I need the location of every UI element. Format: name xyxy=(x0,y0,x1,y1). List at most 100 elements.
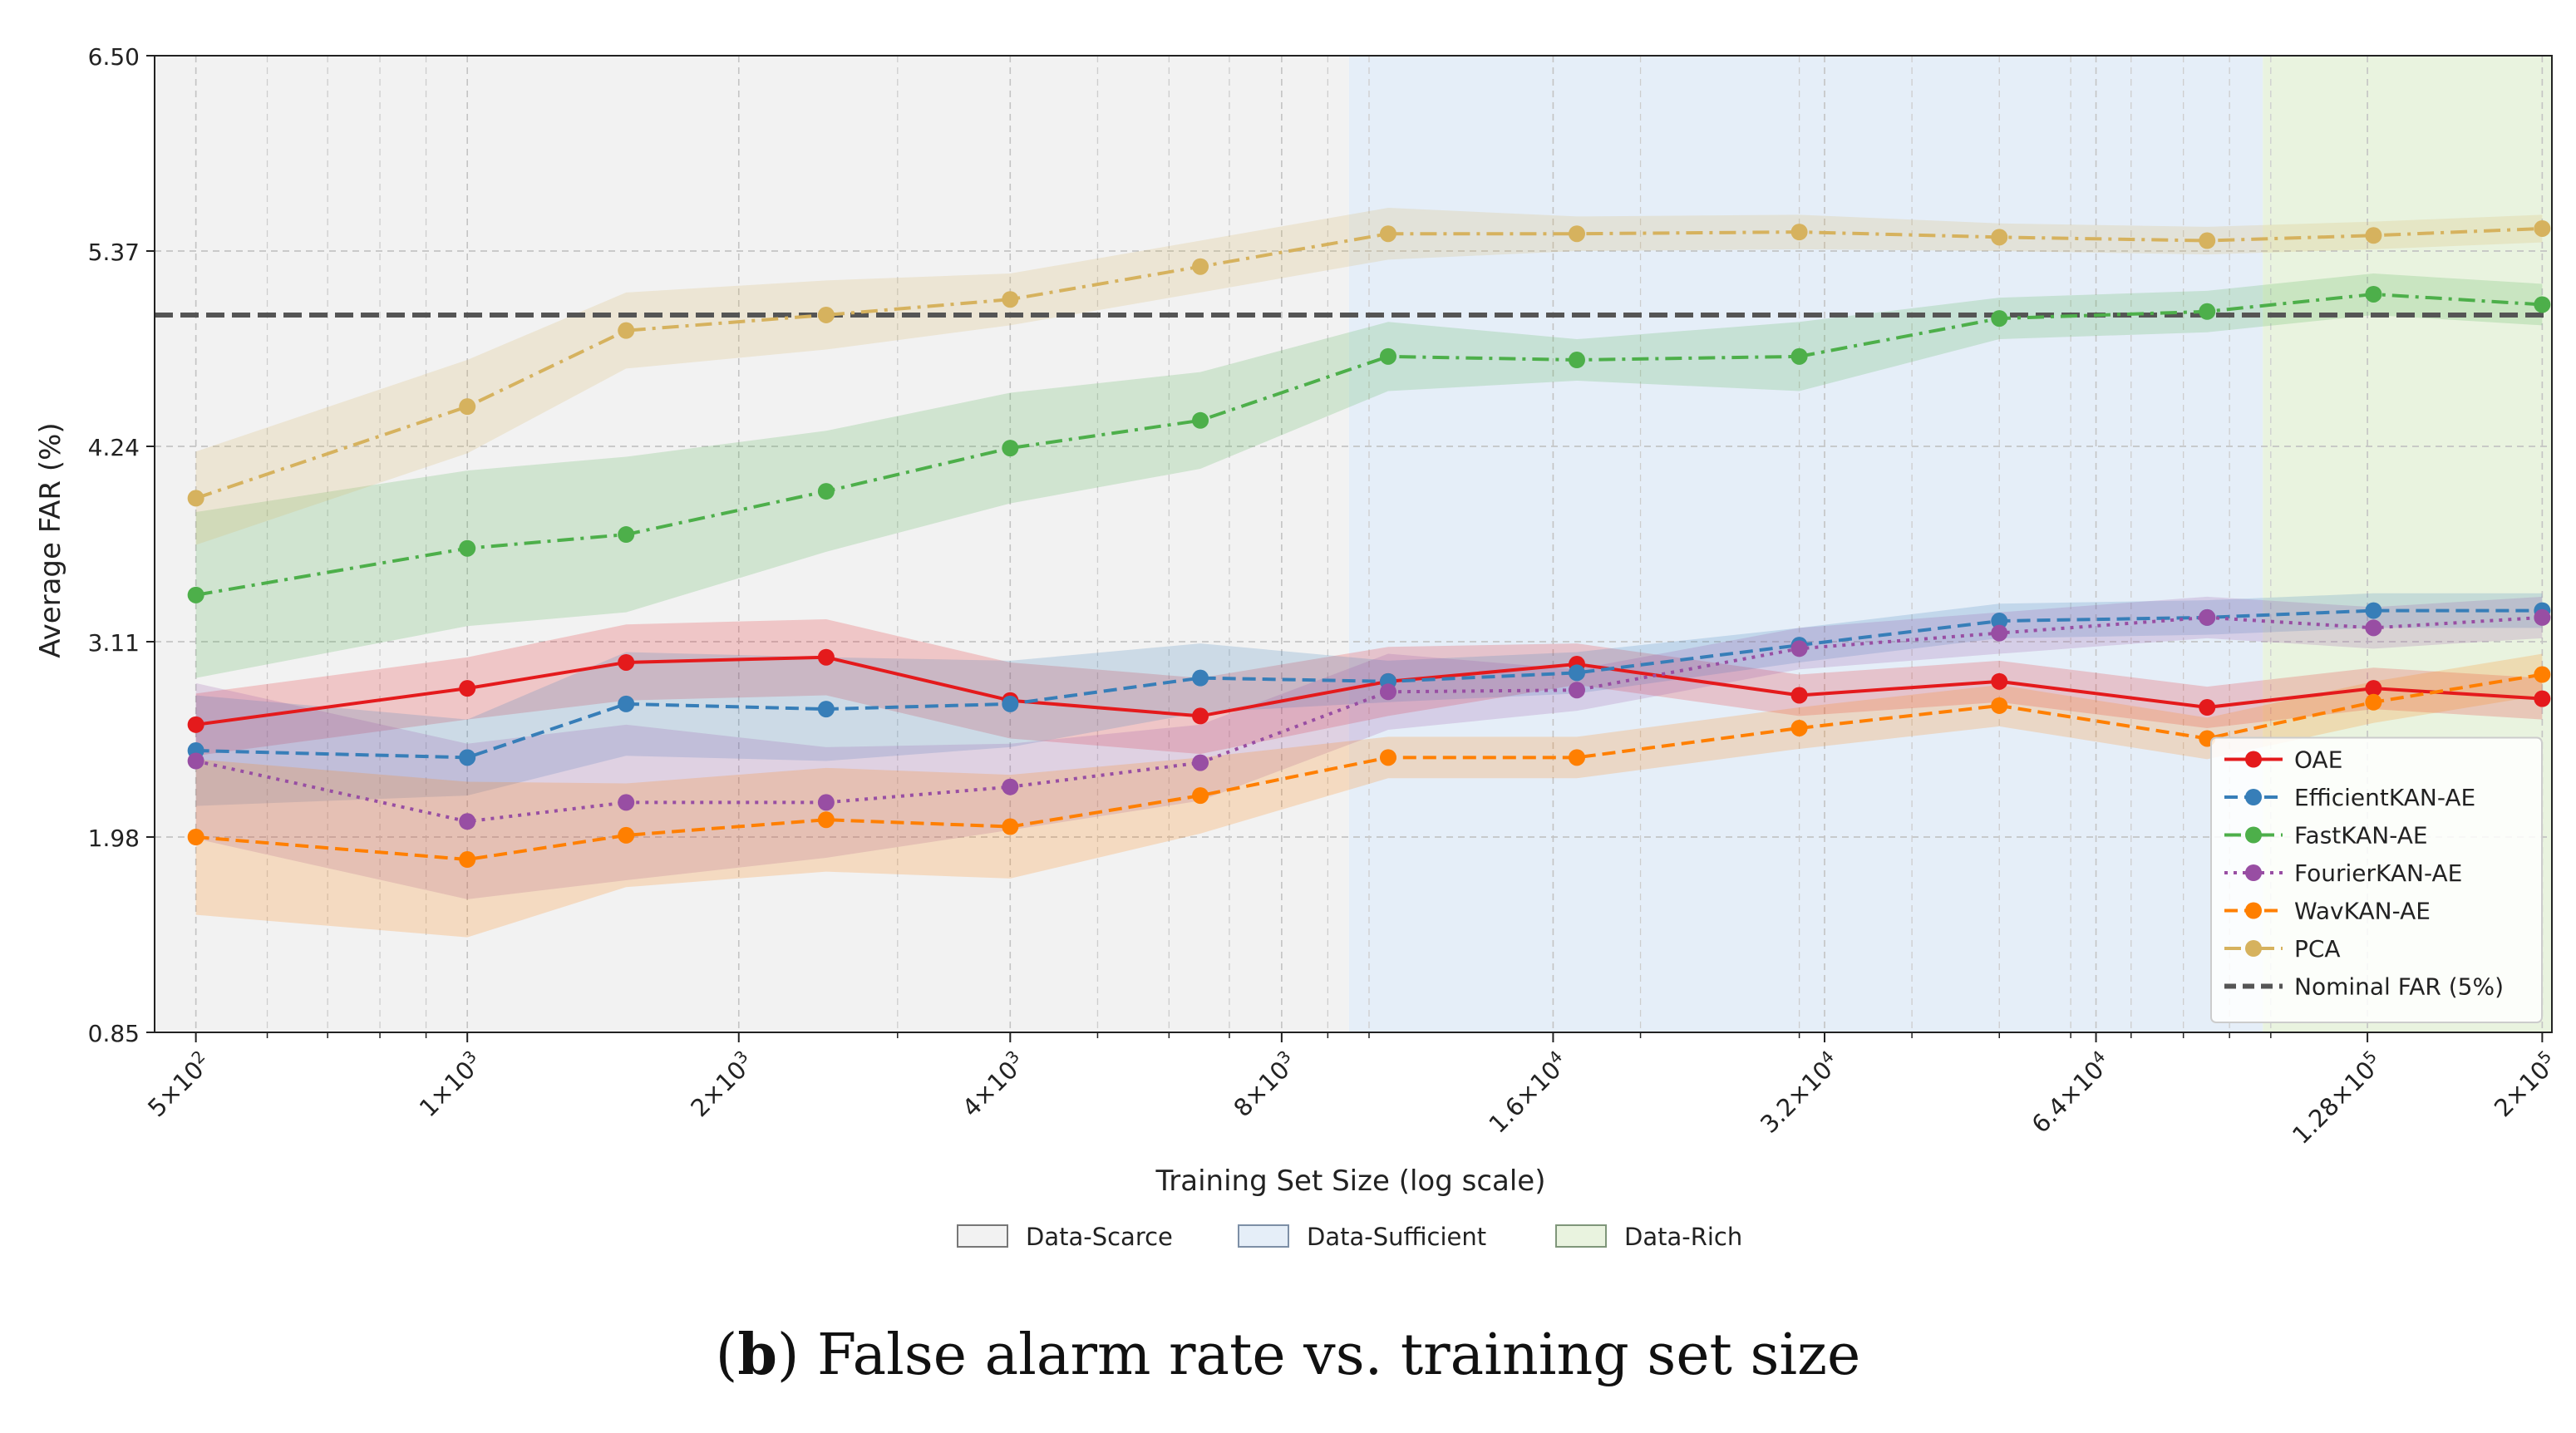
point-efficientkan-ae xyxy=(618,695,635,712)
point-fourierkan-ae xyxy=(2534,608,2551,626)
point-pca xyxy=(1002,291,1019,308)
point-wavkan-ae xyxy=(2365,693,2382,711)
point-pca xyxy=(2534,219,2551,237)
x-tick-label: 8×103 xyxy=(1226,1046,1302,1122)
point-oae xyxy=(817,648,835,666)
point-oae xyxy=(187,716,204,733)
band-efficientkan-ae xyxy=(195,593,2543,806)
legend-marker-pca xyxy=(2245,940,2262,957)
point-pca xyxy=(1991,229,2008,246)
point-wavkan-ae xyxy=(1002,818,1019,835)
y-tick-label: 1.98 xyxy=(88,825,140,852)
point-oae xyxy=(1991,672,2008,690)
region-swatch-data-scarce xyxy=(957,1224,1008,1248)
point-pca xyxy=(1568,225,1585,243)
region-legend: Data-Scarce Data-Sufficient Data-Rich xyxy=(957,1223,1742,1251)
legend-label-fastkan-ae: FastKAN-AE xyxy=(2294,822,2428,849)
point-oae xyxy=(2199,699,2216,716)
region-label-data-rich: Data-Rich xyxy=(1624,1223,1742,1251)
regime-regions xyxy=(155,56,2552,1032)
legend-marker-efficientkan-ae xyxy=(2245,789,2262,805)
point-fourierkan-ae xyxy=(1568,682,1585,699)
point-wavkan-ae xyxy=(2534,666,2551,683)
band-oae xyxy=(195,618,2543,756)
point-wavkan-ae xyxy=(187,829,204,845)
x-tick-label: 2×103 xyxy=(683,1046,759,1122)
legend-label-wavkan-ae: WavKAN-AE xyxy=(2294,898,2431,925)
point-fastkan-ae xyxy=(1002,440,1019,457)
x-tick-label: 6.4×104 xyxy=(2024,1046,2116,1139)
y-tick-label: 6.50 xyxy=(88,43,140,71)
x-tick-label: 5×102 xyxy=(140,1046,216,1122)
region-data-sufficient xyxy=(1348,56,2263,1032)
y-tick-labels: 0.85 1.98 3.11 4.24 5.37 6.50 xyxy=(88,43,155,1047)
x-tick-label: 1.28×105 xyxy=(2285,1046,2388,1150)
caption-text: ) False alarm rate vs. training set size xyxy=(776,1322,1861,1388)
y-tick-label: 0.85 xyxy=(88,1020,140,1047)
region-swatch-data-sufficient xyxy=(1238,1224,1289,1248)
legend-box xyxy=(2210,736,2543,1023)
x-tick-labels: 5×102 1×103 2×103 4×103 8×103 1.6×104 3.2×104 6… xyxy=(140,1032,2563,1150)
legend-marker-fourierkan-ae xyxy=(2245,864,2262,881)
figure-caption: (b) False alarm rate vs. training set si… xyxy=(0,1322,2576,1388)
point-fastkan-ae xyxy=(2534,296,2551,313)
point-oae xyxy=(1192,707,1209,725)
region-swatch-data-rich xyxy=(1555,1224,1607,1248)
point-oae xyxy=(2534,690,2551,707)
point-oae xyxy=(459,680,476,697)
point-fourierkan-ae xyxy=(2365,619,2382,637)
point-fastkan-ae xyxy=(1790,347,1808,365)
x-tick-label: 2×105 xyxy=(2487,1046,2563,1122)
point-fastkan-ae xyxy=(187,586,204,603)
point-oae xyxy=(618,653,635,671)
point-fastkan-ae xyxy=(2365,285,2382,303)
series-legend: OAE EfficientKAN-AE FastKAN-AE FourierKAN-A… xyxy=(2210,736,2543,1023)
caption-letter: b xyxy=(737,1322,777,1388)
point-pca xyxy=(1192,258,1209,275)
point-fastkan-ae xyxy=(1991,310,2008,327)
point-wavkan-ae xyxy=(1379,749,1396,766)
plot-frame xyxy=(154,55,2553,1033)
region-label-data-scarce: Data-Scarce xyxy=(1026,1223,1173,1251)
axes xyxy=(154,55,2553,1033)
point-oae xyxy=(2365,680,2382,697)
point-fastkan-ae xyxy=(2199,303,2216,320)
y-tick-label: 3.11 xyxy=(88,629,140,657)
point-wavkan-ae xyxy=(1790,719,1808,736)
point-efficientkan-ae xyxy=(817,701,835,718)
point-efficientkan-ae xyxy=(2365,602,2382,619)
legend-label-pca: PCA xyxy=(2294,935,2341,963)
point-pca xyxy=(459,398,476,416)
point-wavkan-ae xyxy=(1568,749,1585,766)
point-oae xyxy=(1790,687,1808,704)
legend-marker-fastkan-ae xyxy=(2245,826,2262,844)
point-efficientkan-ae xyxy=(1568,664,1585,682)
point-fourierkan-ae xyxy=(1002,778,1019,795)
point-fourierkan-ae xyxy=(459,813,476,830)
point-fastkan-ae xyxy=(1192,411,1209,429)
point-fastkan-ae xyxy=(1379,347,1396,365)
legend-marker-wavkan-ae xyxy=(2245,902,2262,919)
point-efficientkan-ae xyxy=(1991,613,2008,630)
band-pca xyxy=(195,208,2543,545)
point-wavkan-ae xyxy=(1991,697,2008,714)
x-tick-label: 1×103 xyxy=(412,1046,488,1122)
x-axis-label: Training Set Size (log scale) xyxy=(1155,1165,1546,1198)
legend-label-efficientkan-ae: EfficientKAN-AE xyxy=(2294,784,2475,811)
point-wavkan-ae xyxy=(618,826,635,844)
y-tick-label: 4.24 xyxy=(88,434,140,461)
point-fastkan-ae xyxy=(1568,352,1585,369)
point-fastkan-ae xyxy=(817,483,835,500)
point-fastkan-ae xyxy=(459,539,476,557)
band-wavkan-ae xyxy=(195,653,2543,938)
caption-open: ( xyxy=(715,1322,738,1388)
point-pca xyxy=(2365,227,2382,244)
point-fourierkan-ae xyxy=(1991,624,2008,642)
point-efficientkan-ae xyxy=(459,749,476,766)
legend-label-oae: OAE xyxy=(2294,746,2342,774)
point-fourierkan-ae xyxy=(1379,683,1396,701)
point-fastkan-ae xyxy=(618,526,635,544)
point-fourierkan-ae xyxy=(817,794,835,811)
point-wavkan-ae xyxy=(817,811,835,829)
y-axis-label: Average FAR (%) xyxy=(34,422,67,657)
